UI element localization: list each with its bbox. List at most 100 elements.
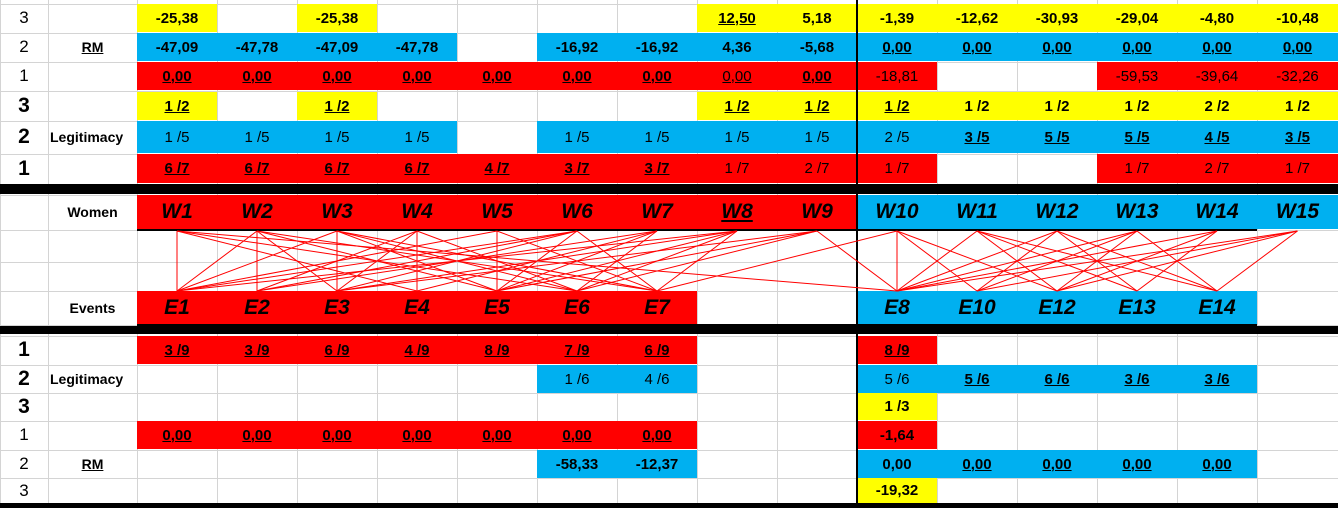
row-number[interactable]: 2	[18, 125, 30, 148]
rm-top-3-cell[interactable]: -12,62	[937, 4, 1017, 32]
row-number[interactable]: 3	[19, 8, 29, 27]
leg-top-2-cell[interactable]: 1 /5	[377, 121, 457, 153]
rm-top-1-cell[interactable]: 0,00	[377, 62, 457, 90]
women-cell[interactable]: W9	[777, 195, 857, 229]
leg-top-3-cell[interactable]: 1 /2	[697, 92, 777, 120]
rm-bot-2-cell[interactable]: 0,00	[1097, 450, 1177, 478]
leg-top-2-cell[interactable]: 1 /5	[777, 121, 857, 153]
leg-bot-2-cell[interactable]: 1 /6	[537, 365, 617, 393]
leg-bot-1-cell[interactable]: 3 /9	[217, 336, 297, 364]
rm-bot-1-cell[interactable]: 0,00	[457, 421, 537, 449]
leg-bot-2-cell[interactable]: 6 /6	[1017, 365, 1097, 393]
row-number[interactable]: 2	[19, 37, 29, 56]
events-cell[interactable]: E5	[457, 291, 537, 325]
leg-top-2-cell[interactable]: 1 /5	[297, 121, 377, 153]
rm-top-3-cell[interactable]: -30,93	[1017, 4, 1097, 32]
rm-top-3-cell[interactable]: -10,48	[1257, 4, 1338, 32]
women-cell[interactable]: W7	[617, 195, 697, 229]
events-cell[interactable]: E12	[1017, 291, 1097, 325]
rm-top-1-cell[interactable]: -39,64	[1177, 62, 1257, 90]
rm-bot-1-cell[interactable]: 0,00	[617, 421, 697, 449]
rm-bot-1-cell[interactable]: 0,00	[377, 421, 457, 449]
events-cell[interactable]: E8	[857, 291, 937, 325]
leg-bot-2-cell[interactable]: 5 /6	[937, 365, 1017, 393]
women-cell[interactable]: W14	[1177, 195, 1257, 229]
leg-top-2-cell[interactable]: 1 /5	[617, 121, 697, 153]
events-cell[interactable]: E6	[537, 291, 617, 325]
rm-bot-2-cell[interactable]: 0,00	[857, 450, 937, 478]
events-cell[interactable]: E13	[1097, 291, 1177, 325]
women-cell[interactable]: W3	[297, 195, 377, 229]
rm-bot-1-cell[interactable]: -1,64	[857, 421, 937, 449]
rm-top-2-cell[interactable]: 0,00	[1177, 33, 1257, 61]
women-cell[interactable]: W2	[217, 195, 297, 229]
leg-top-1-cell[interactable]: 2 /7	[1177, 154, 1257, 183]
row-number[interactable]: 2	[19, 454, 29, 473]
leg-bot-1-cell[interactable]: 6 /9	[297, 336, 377, 364]
rm-top-3-cell[interactable]: -29,04	[1097, 4, 1177, 32]
women-cell[interactable]: W11	[937, 195, 1017, 229]
leg-bot-2-cell[interactable]: 3 /6	[1097, 365, 1177, 393]
rm-top-1-cell[interactable]: -18,81	[857, 62, 937, 90]
rm-bot-2-cell[interactable]: -58,33	[537, 450, 617, 478]
leg-bot-2-cell[interactable]: 3 /6	[1177, 365, 1257, 393]
women-cell[interactable]: W10	[857, 195, 937, 229]
leg-top-3-cell[interactable]: 1 /2	[1257, 92, 1338, 120]
rm-top-2-cell[interactable]: -16,92	[537, 33, 617, 61]
events-cell[interactable]: E10	[937, 291, 1017, 325]
leg-top-1-cell[interactable]: 1 /7	[697, 154, 777, 183]
rm-top-1-cell[interactable]: 0,00	[217, 62, 297, 90]
leg-bot-2-cell[interactable]: 5 /6	[857, 365, 937, 393]
rm-top-2-cell[interactable]: -16,92	[617, 33, 697, 61]
women-cell[interactable]: W12	[1017, 195, 1097, 229]
leg-top-1-cell[interactable]: 6 /7	[377, 154, 457, 183]
rm-top-3-cell[interactable]: -25,38	[297, 4, 377, 32]
leg-top-2-cell[interactable]: 1 /5	[137, 121, 217, 153]
row-number[interactable]: 1	[18, 338, 30, 361]
rm-bot-1-cell[interactable]: 0,00	[217, 421, 297, 449]
rm-top-2-cell[interactable]: 4,36	[697, 33, 777, 61]
leg-top-1-cell[interactable]: 3 /7	[537, 154, 617, 183]
leg-top-1-cell[interactable]: 2 /7	[777, 154, 857, 183]
leg-top-1-cell[interactable]: 1 /7	[1257, 154, 1338, 183]
leg-top-2-cell[interactable]: 1 /5	[537, 121, 617, 153]
leg-top-1-cell[interactable]: 6 /7	[137, 154, 217, 183]
row-number[interactable]: 1	[19, 66, 29, 85]
rm-top-1-cell[interactable]: 0,00	[697, 62, 777, 90]
leg-bot-1-cell[interactable]: 3 /9	[137, 336, 217, 364]
rm-top-1-cell[interactable]: 0,00	[537, 62, 617, 90]
events-cell[interactable]: E2	[217, 291, 297, 325]
leg-top-2-cell[interactable]: 5 /5	[1097, 121, 1177, 153]
rm-top-2-cell[interactable]: 0,00	[937, 33, 1017, 61]
women-cell[interactable]: W15	[1257, 195, 1338, 229]
rm-top-1-cell[interactable]: 0,00	[457, 62, 537, 90]
leg-top-2-cell[interactable]: 1 /5	[217, 121, 297, 153]
rm-bot-1-cell[interactable]: 0,00	[537, 421, 617, 449]
row-number[interactable]: 1	[18, 156, 30, 180]
rm-bot-2-cell[interactable]: 0,00	[937, 450, 1017, 478]
leg-top-3-cell[interactable]: 1 /2	[777, 92, 857, 120]
leg-top-2-cell[interactable]: 3 /5	[1257, 121, 1338, 153]
events-cell[interactable]: E14	[1177, 291, 1257, 325]
leg-bot-1-cell[interactable]: 8 /9	[857, 336, 937, 364]
women-cell[interactable]: W5	[457, 195, 537, 229]
rm-top-1-cell[interactable]: -59,53	[1097, 62, 1177, 90]
rm-top-3-cell[interactable]: 5,18	[777, 4, 857, 32]
leg-bot-1-cell[interactable]: 6 /9	[617, 336, 697, 364]
row-number[interactable]: 3	[19, 480, 29, 500]
leg-top-2-cell[interactable]: 1 /5	[697, 121, 777, 153]
rm-top-2-cell[interactable]: -47,78	[377, 33, 457, 61]
leg-top-3-cell[interactable]: 2 /2	[1177, 92, 1257, 120]
rm-top-2-cell[interactable]: 0,00	[1017, 33, 1097, 61]
leg-bot-1-cell[interactable]: 7 /9	[537, 336, 617, 364]
leg-top-2-cell[interactable]: 3 /5	[937, 121, 1017, 153]
row-number[interactable]: 3	[18, 94, 30, 117]
rm-top-2-cell[interactable]: 0,00	[857, 33, 937, 61]
leg-top-1-cell[interactable]: 1 /7	[857, 154, 937, 183]
rm-bot-2-cell[interactable]: -12,37	[617, 450, 697, 478]
leg-top-2-cell[interactable]: 5 /5	[1017, 121, 1097, 153]
rm-bot-2-cell[interactable]: 0,00	[1017, 450, 1097, 478]
rm-top-3-cell[interactable]: -25,38	[137, 4, 217, 32]
rm-top-2-cell[interactable]: 0,00	[1097, 33, 1177, 61]
rm-top-1-cell[interactable]: -32,26	[1257, 62, 1338, 90]
